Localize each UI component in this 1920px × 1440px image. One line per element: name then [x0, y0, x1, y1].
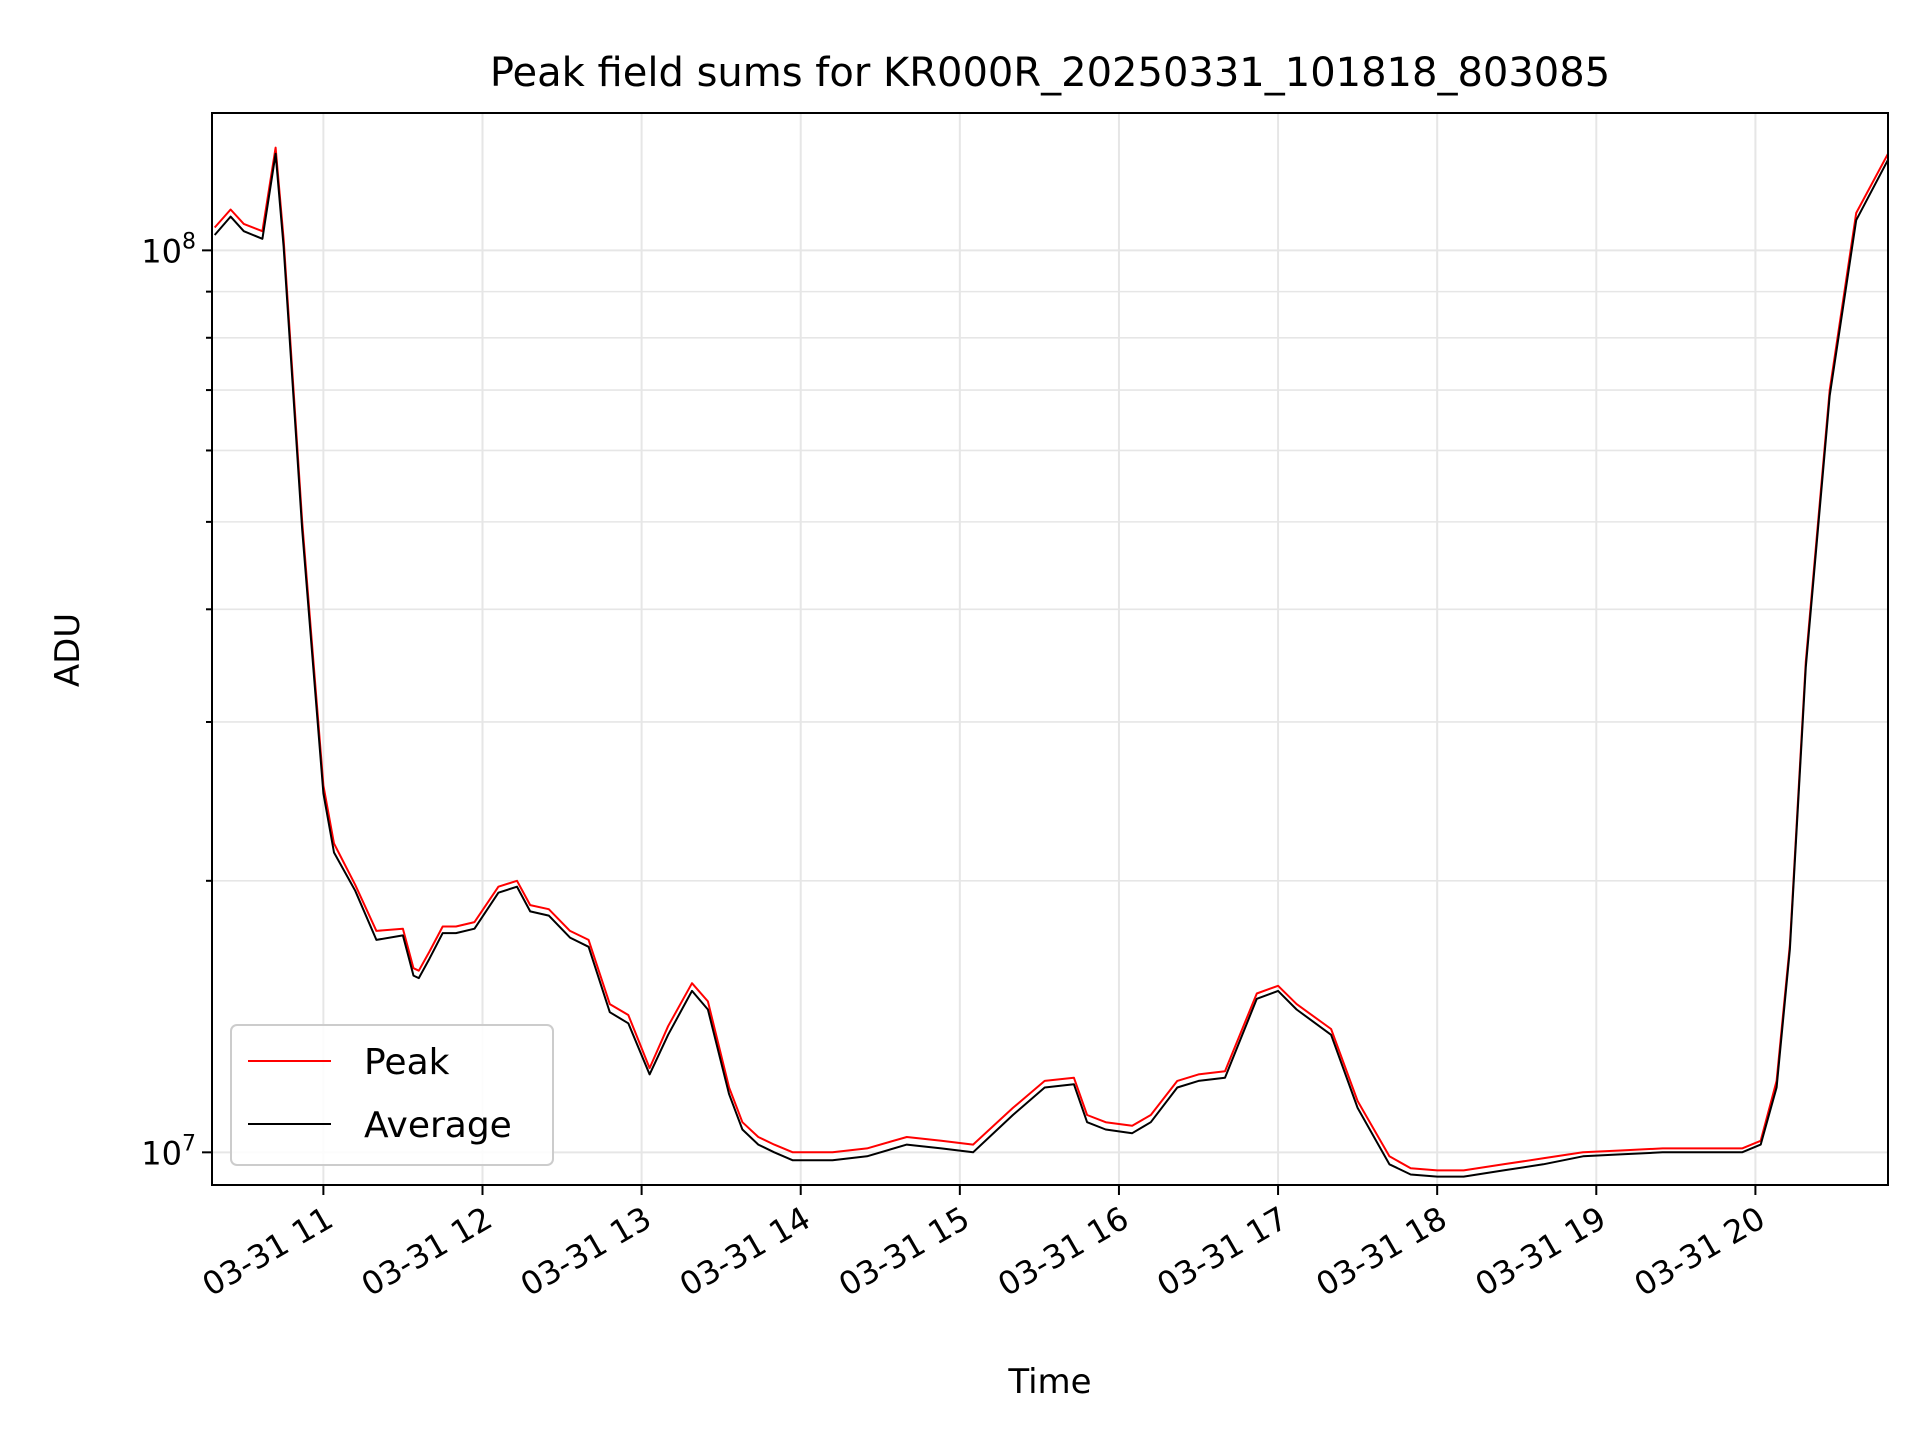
legend-label-average: Average: [364, 1105, 512, 1146]
chart-title: Peak field sums for KR000R_20250331_1018…: [490, 50, 1610, 96]
y-axis-label: ADU: [48, 613, 88, 687]
series-line-peak: [213, 146, 1889, 1172]
y-tick-label: 108: [141, 229, 196, 270]
legend: Peak Average: [230, 1024, 554, 1166]
axes-frame: [211, 112, 1889, 1186]
plot-area: [213, 146, 1889, 1178]
legend-label-peak: Peak: [364, 1042, 450, 1083]
y-tick-label: 107: [141, 1131, 196, 1172]
series-line-average: [213, 152, 1889, 1178]
y-axis: 107 108: [141, 229, 212, 1172]
grid: [212, 113, 1888, 1185]
x-axis-label: Time: [1007, 1362, 1091, 1402]
